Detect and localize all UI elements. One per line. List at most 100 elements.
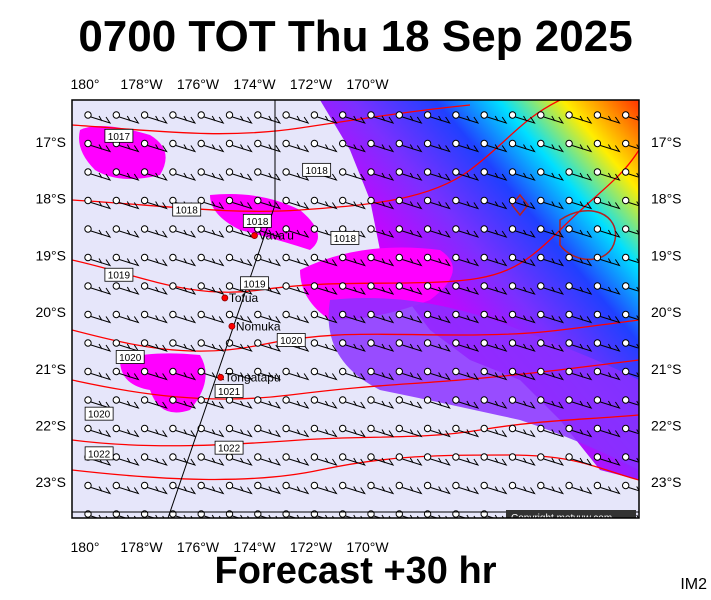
- wind-barb-icon: [508, 339, 536, 352]
- wind-barb-icon: [565, 310, 593, 324]
- wind-barb-icon: [140, 367, 168, 381]
- wind-barb-icon: [423, 481, 451, 495]
- wind-barb-icon: [140, 424, 168, 438]
- wind-barb-icon: [169, 139, 197, 153]
- wind-barb-icon: [310, 310, 338, 324]
- wind-barb-icon: [452, 225, 480, 238]
- wind-barb-icon: [593, 282, 621, 295]
- wind-barb-icon: [84, 225, 112, 238]
- wind-barb-icon: [140, 196, 168, 210]
- isobar-label: 1019: [240, 276, 269, 290]
- wind-barb-icon: [480, 139, 508, 153]
- wind-barb-icon: [452, 310, 480, 324]
- wind-barb-icon: [169, 168, 197, 181]
- wind-barb-icon: [310, 453, 338, 466]
- wind-barb-icon: [395, 481, 423, 495]
- wind-barb-icon: [593, 367, 621, 381]
- lon-label-bottom: 180°: [71, 539, 100, 555]
- wind-barb-icon: [84, 396, 112, 409]
- isobar-labels: 1017 1018 1018 1018 1018 1019 1019 1020 1020 1020…: [84, 128, 360, 460]
- wind-barb-icon: [282, 396, 310, 409]
- isobar-label: 1018: [330, 230, 360, 245]
- wind-barb-icon: [310, 111, 338, 124]
- wind-barb-icon: [622, 282, 639, 292]
- isobar-label: 1022: [214, 440, 244, 455]
- wind-barbs: [84, 111, 639, 518]
- wind-barb-icon: [480, 424, 508, 438]
- place-name: Nomuka: [236, 319, 281, 333]
- wind-barb-icon: [480, 396, 508, 409]
- wind-barb-icon: [565, 453, 593, 466]
- wind-barb-icon: [423, 196, 451, 210]
- lat-label-right: 23°S: [651, 474, 682, 490]
- wind-barb-icon: [537, 424, 565, 438]
- wind-barb-icon: [537, 168, 565, 181]
- wind-barb-icon: [622, 253, 639, 264]
- wind-barb-icon: [254, 196, 282, 210]
- wind-barb-icon: [508, 481, 536, 495]
- wind-barb-icon: [508, 253, 536, 267]
- isobar-label: 1020: [84, 406, 114, 421]
- wind-barb-icon: [367, 196, 395, 210]
- wind-barb-icon: [565, 139, 593, 153]
- lat-label-left: 18°S: [35, 191, 66, 207]
- wind-barb-icon: [395, 424, 423, 438]
- lat-label-left: 21°S: [35, 361, 66, 377]
- lat-label-left: 22°S: [35, 418, 66, 434]
- wind-barb-icon: [537, 481, 565, 495]
- svg-text:1022: 1022: [218, 444, 241, 455]
- wind-barb-icon: [508, 310, 536, 324]
- wind-barb-icon: [480, 367, 508, 381]
- wind-barb-icon: [197, 253, 225, 267]
- wind-barb-icon: [310, 424, 338, 438]
- wind-barb-icon: [622, 225, 639, 235]
- wind-barb-icon: [452, 282, 480, 295]
- lat-label-left: 17°S: [35, 134, 66, 150]
- wind-barb-icon: [622, 367, 639, 378]
- wind-barb-icon: [282, 225, 310, 238]
- wind-barb-icon: [225, 453, 253, 466]
- wind-barb-icon: [197, 339, 225, 352]
- wind-barb-icon: [565, 111, 593, 124]
- wind-barb-icon: [84, 367, 112, 381]
- wind-barb-icon: [367, 139, 395, 153]
- wind-barb-icon: [395, 396, 423, 409]
- place-marker-icon: [221, 294, 229, 302]
- wind-barb-icon: [508, 282, 536, 295]
- wind-barb-icon: [197, 196, 225, 210]
- wind-barb-icon: [593, 111, 621, 124]
- wind-barb-icon: [452, 111, 480, 124]
- wind-barb-icon: [508, 111, 536, 124]
- svg-text:1020: 1020: [119, 353, 142, 364]
- wind-barb-icon: [423, 168, 451, 181]
- wind-barb-icon: [339, 253, 366, 267]
- wind-barb-icon: [169, 282, 197, 295]
- wind-barb-icon: [197, 225, 225, 238]
- wind-barb-icon: [508, 139, 536, 153]
- isobar-label: 1020: [115, 350, 145, 364]
- wind-barb-icon: [367, 111, 395, 124]
- wind-barb-icon: [622, 310, 639, 321]
- wind-barb-icon: [593, 310, 621, 324]
- wind-barb-icon: [367, 453, 395, 466]
- wind-barb-icon: [282, 481, 310, 495]
- svg-text:1017: 1017: [108, 132, 131, 143]
- lon-label-bottom: 176°W: [177, 539, 220, 555]
- wind-barb-icon: [197, 139, 225, 153]
- wind-barb-icon: [423, 139, 451, 153]
- lat-label-left: 20°S: [35, 304, 66, 320]
- wind-barb-icon: [140, 339, 168, 352]
- wind-barb-icon: [565, 168, 593, 181]
- wind-barb-icon: [508, 225, 536, 238]
- wind-barb-icon: [565, 367, 593, 381]
- wind-barb-icon: [423, 253, 451, 267]
- wind-barb-icon: [84, 196, 112, 210]
- wind-barb-icon: [254, 310, 282, 324]
- wind-barb-icon: [367, 225, 395, 238]
- lat-label-left: 23°S: [35, 474, 66, 490]
- wind-barb-icon: [282, 139, 310, 153]
- wind-barb-icon: [565, 225, 593, 238]
- wind-barb-icon: [395, 282, 423, 295]
- isobar-label: 1018: [172, 202, 202, 217]
- wind-barb-icon: [169, 310, 197, 324]
